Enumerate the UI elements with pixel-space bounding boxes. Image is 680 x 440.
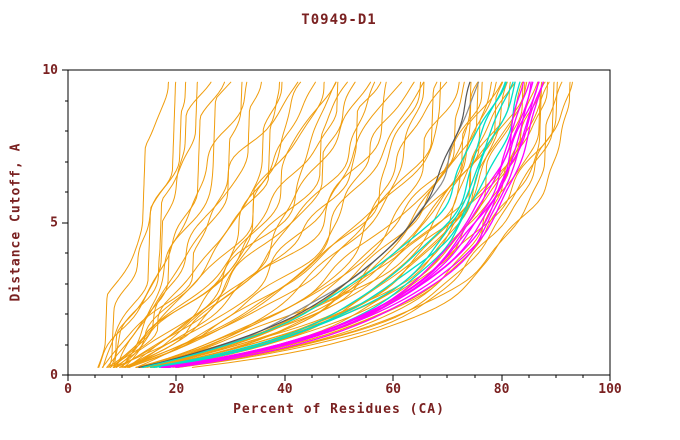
curve-predicted-models-orange <box>142 81 503 368</box>
x-tick-label: 100 <box>598 382 622 397</box>
curve-predicted-models-orange <box>167 81 546 368</box>
curve-predicted-models-orange <box>135 81 483 368</box>
curve-predicted-models-orange <box>152 81 516 368</box>
curve-predicted-models-orange <box>168 81 544 368</box>
curve-highlight-magenta <box>166 81 532 369</box>
curve-predicted-models-orange <box>101 81 281 368</box>
curve-highlight-magenta <box>164 81 544 369</box>
curve-predicted-models-orange <box>172 81 563 368</box>
x-axis-label: Percent of Residues (CA) <box>233 402 445 417</box>
curve-predicted-models-orange <box>144 81 504 368</box>
curve-predicted-models-orange <box>162 81 558 368</box>
y-tick-label: 10 <box>42 63 58 78</box>
curve-predicted-models-orange <box>123 81 283 368</box>
x-tick-label: 40 <box>277 382 293 397</box>
curve-predicted-models-orange <box>128 81 425 368</box>
curve-predicted-models-orange <box>126 81 339 368</box>
curve-highlight-magenta <box>175 81 540 369</box>
curve-predicted-models-orange <box>102 81 187 368</box>
curve-predicted-models-orange <box>124 81 422 368</box>
curve-predicted-models-orange <box>163 81 524 368</box>
curve-predicted-models-orange <box>123 81 403 368</box>
curve-predicted-models-orange <box>97 81 169 368</box>
curve-predicted-models-orange <box>142 81 425 368</box>
y-tick-label: 5 <box>50 216 58 231</box>
curve-predicted-models-orange <box>177 81 573 368</box>
y-axis-label: Distance Cutoff, A <box>8 142 24 302</box>
curve-predicted-models-orange <box>123 81 382 368</box>
curve-predicted-models-orange <box>191 81 571 368</box>
curve-predicted-models-orange <box>120 81 316 368</box>
x-tick-label: 60 <box>385 382 401 397</box>
curve-predicted-models-orange <box>152 81 492 368</box>
curve-predicted-models-orange <box>108 81 177 368</box>
curve-highlight-cyan <box>142 81 507 369</box>
curve-predicted-models-orange <box>150 81 497 368</box>
chart-title: T0949-D1 <box>301 12 377 28</box>
curve-highlight-magenta <box>160 81 534 369</box>
curve-predicted-models-orange <box>115 81 243 368</box>
curve-highlight-cyan <box>153 81 516 369</box>
curve-predicted-models-orange <box>125 81 438 368</box>
curve-predicted-models-orange <box>121 81 448 368</box>
curve-predicted-models-orange <box>113 81 387 368</box>
y-tick-label: 0 <box>50 368 58 383</box>
curve-predicted-models-orange <box>113 81 371 368</box>
curve-predicted-models-orange <box>107 81 337 368</box>
curve-highlight-magenta <box>165 81 544 369</box>
curve-predicted-models-orange <box>98 81 212 368</box>
x-tick-label: 0 <box>64 382 72 397</box>
curve-predicted-models-orange <box>109 81 299 368</box>
curve-predicted-models-orange <box>129 81 337 368</box>
x-tick-label: 80 <box>494 382 510 397</box>
curve-predicted-models-orange <box>112 81 302 368</box>
curve-predicted-models-orange <box>119 81 348 368</box>
x-tick-label: 20 <box>169 382 185 397</box>
curve-predicted-models-orange <box>177 81 555 368</box>
curve-predicted-models-orange <box>136 81 460 368</box>
curve-reference-dark-gray <box>138 81 471 368</box>
curve-highlight-cyan <box>150 81 506 369</box>
curve-highlight-cyan <box>158 81 514 369</box>
curve-predicted-models-orange <box>110 81 225 368</box>
